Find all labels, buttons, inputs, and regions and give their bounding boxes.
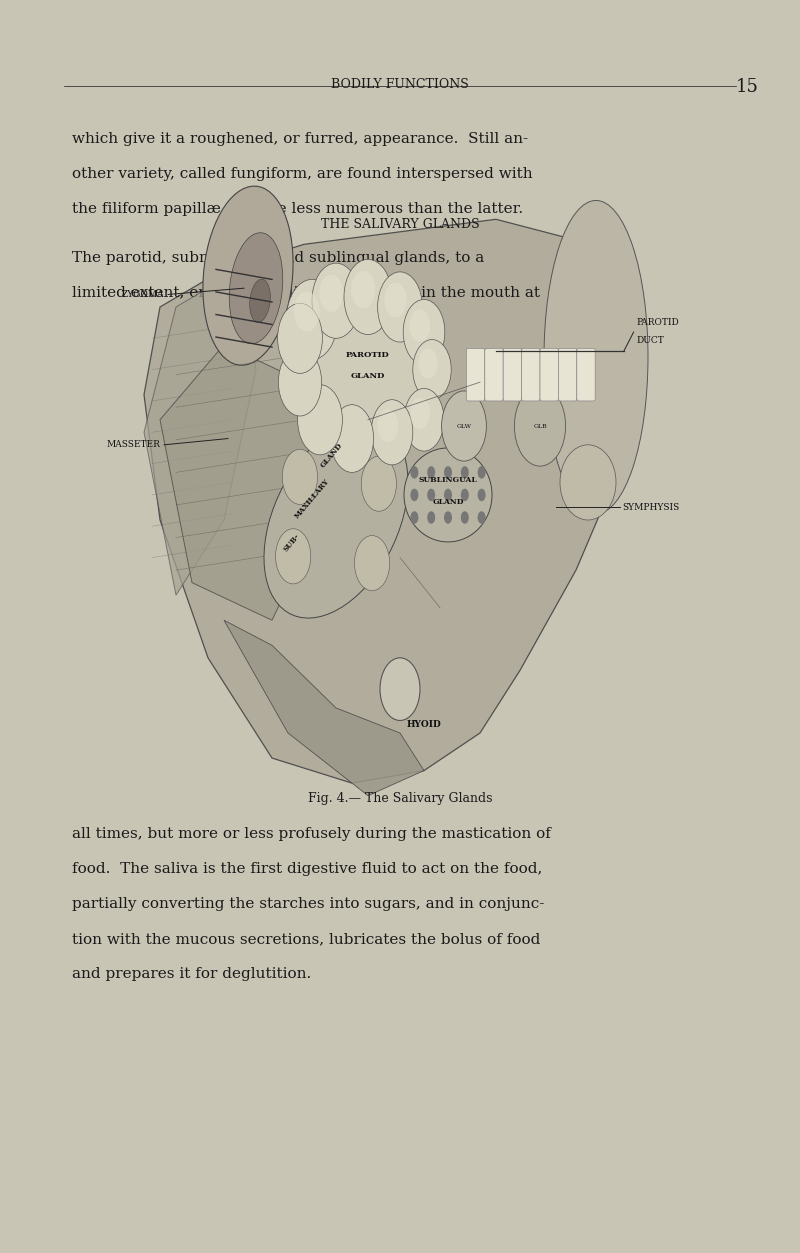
Circle shape bbox=[330, 405, 374, 472]
Text: PAROTID: PAROTID bbox=[346, 351, 390, 358]
Circle shape bbox=[312, 263, 360, 338]
Ellipse shape bbox=[560, 445, 616, 520]
Text: SYMPHYSIS: SYMPHYSIS bbox=[622, 502, 680, 512]
Circle shape bbox=[278, 303, 322, 373]
Circle shape bbox=[362, 456, 397, 511]
Polygon shape bbox=[144, 269, 256, 595]
Text: limited extent, empty the salivary secretions in the mouth at: limited extent, empty the salivary secre… bbox=[72, 286, 540, 299]
FancyBboxPatch shape bbox=[503, 348, 522, 401]
Circle shape bbox=[461, 489, 469, 501]
Text: and prepares it for deglutition.: and prepares it for deglutition. bbox=[72, 967, 311, 981]
Circle shape bbox=[404, 388, 444, 451]
Circle shape bbox=[319, 274, 343, 312]
Text: BODILY FUNCTIONS: BODILY FUNCTIONS bbox=[331, 78, 469, 90]
Circle shape bbox=[344, 259, 392, 335]
Circle shape bbox=[478, 489, 486, 501]
Circle shape bbox=[478, 466, 486, 479]
Circle shape bbox=[378, 272, 422, 342]
FancyBboxPatch shape bbox=[558, 348, 577, 401]
Text: GLB: GLB bbox=[533, 424, 547, 429]
Text: the filiform papillæ, but are less numerous than the latter.: the filiform papillæ, but are less numer… bbox=[72, 202, 523, 216]
Circle shape bbox=[294, 292, 320, 332]
Circle shape bbox=[442, 391, 486, 461]
Text: all times, but more or less profusely during the mastication of: all times, but more or less profusely du… bbox=[72, 827, 551, 841]
Circle shape bbox=[444, 511, 452, 524]
Ellipse shape bbox=[230, 233, 282, 343]
Circle shape bbox=[514, 386, 566, 466]
Circle shape bbox=[410, 511, 418, 524]
Text: Fig. 4.— The Salivary Glands: Fig. 4.— The Salivary Glands bbox=[308, 792, 492, 804]
Circle shape bbox=[286, 279, 338, 360]
FancyBboxPatch shape bbox=[466, 348, 485, 401]
FancyBboxPatch shape bbox=[522, 348, 540, 401]
Circle shape bbox=[410, 398, 430, 430]
Text: partially converting the starches into sugars, and in conjunc-: partially converting the starches into s… bbox=[72, 897, 544, 911]
Text: PAROTID: PAROTID bbox=[636, 317, 678, 327]
Circle shape bbox=[384, 282, 406, 317]
FancyBboxPatch shape bbox=[485, 348, 503, 401]
Text: SUBLINGUAL: SUBLINGUAL bbox=[418, 476, 478, 484]
Circle shape bbox=[380, 658, 420, 720]
Circle shape bbox=[444, 466, 452, 479]
Circle shape bbox=[427, 466, 435, 479]
Text: tion with the mucous secretions, lubricates the bolus of food: tion with the mucous secretions, lubrica… bbox=[72, 932, 540, 946]
Ellipse shape bbox=[203, 187, 293, 365]
Text: SUB-: SUB- bbox=[282, 533, 302, 553]
Circle shape bbox=[413, 340, 451, 400]
Circle shape bbox=[427, 489, 435, 501]
Text: GLAND: GLAND bbox=[351, 372, 385, 380]
Text: GLAND: GLAND bbox=[319, 441, 345, 469]
Text: MAXILLARY: MAXILLARY bbox=[293, 477, 331, 520]
Circle shape bbox=[282, 450, 318, 505]
Text: 15: 15 bbox=[736, 78, 759, 95]
FancyBboxPatch shape bbox=[540, 348, 558, 401]
Ellipse shape bbox=[264, 422, 408, 618]
Circle shape bbox=[410, 309, 430, 342]
Text: GLW: GLW bbox=[457, 424, 471, 429]
Text: food.  The saliva is the first digestive fluid to act on the food,: food. The saliva is the first digestive … bbox=[72, 862, 542, 876]
Circle shape bbox=[351, 271, 375, 308]
Ellipse shape bbox=[296, 301, 440, 439]
Ellipse shape bbox=[404, 449, 492, 543]
Circle shape bbox=[461, 466, 469, 479]
Text: HYOID: HYOID bbox=[406, 720, 442, 729]
Circle shape bbox=[410, 466, 418, 479]
Circle shape bbox=[478, 511, 486, 524]
Circle shape bbox=[410, 489, 418, 501]
Circle shape bbox=[403, 299, 445, 365]
Circle shape bbox=[444, 489, 452, 501]
Text: MASSETER: MASSETER bbox=[106, 440, 160, 450]
Circle shape bbox=[427, 511, 435, 524]
Circle shape bbox=[418, 348, 438, 378]
Circle shape bbox=[371, 400, 413, 465]
Circle shape bbox=[298, 385, 342, 455]
Polygon shape bbox=[144, 219, 640, 783]
FancyBboxPatch shape bbox=[577, 348, 595, 401]
Ellipse shape bbox=[250, 279, 270, 322]
Text: THE SALIVARY GLANDS: THE SALIVARY GLANDS bbox=[321, 218, 479, 231]
Ellipse shape bbox=[544, 200, 648, 514]
Circle shape bbox=[278, 348, 322, 416]
Text: DUCT: DUCT bbox=[636, 336, 664, 346]
Text: which give it a roughened, or furred, appearance.  Still an-: which give it a roughened, or furred, ap… bbox=[72, 132, 528, 145]
Circle shape bbox=[354, 535, 390, 590]
Text: GLAND: GLAND bbox=[432, 499, 464, 506]
Polygon shape bbox=[160, 345, 320, 620]
Circle shape bbox=[275, 529, 310, 584]
Circle shape bbox=[378, 410, 398, 442]
Text: The parotid, submaxillary and sublingual glands, to a: The parotid, submaxillary and sublingual… bbox=[72, 251, 484, 264]
Text: ZYGOMA: ZYGOMA bbox=[122, 289, 164, 299]
Polygon shape bbox=[224, 620, 424, 796]
Text: other variety, called fungiform, are found interspersed with: other variety, called fungiform, are fou… bbox=[72, 167, 533, 180]
Circle shape bbox=[461, 511, 469, 524]
